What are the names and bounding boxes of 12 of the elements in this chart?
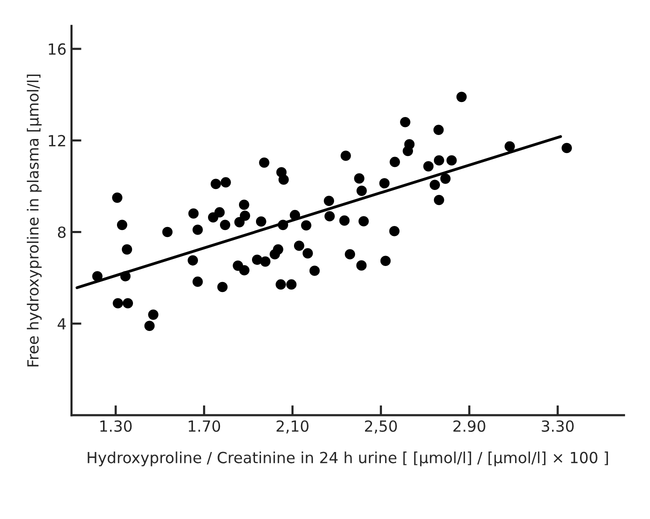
y-tick-label: 4	[58, 318, 66, 330]
x-tick-label: 3.30	[542, 420, 574, 432]
y-tick-label: 16	[48, 43, 66, 55]
y-tick-label: 8	[58, 226, 66, 238]
x-axis-title: Hydroxyproline / Creatinine in 24 h urine [ [μmol/l] / [μmol/l] × 100 ]	[88, 452, 608, 466]
y-tick-label: 12	[48, 134, 66, 146]
x-tick-label: 2.90	[453, 420, 486, 432]
x-tick-label: 1.30	[100, 420, 132, 432]
x-tick-label: 2,50	[365, 420, 397, 434]
y-axis-title: Free hydroxyproline in plasma [μmol/l]	[26, 74, 42, 366]
x-tick-label: 1.70	[188, 420, 220, 432]
x-tick-label: 2,10	[276, 420, 308, 434]
